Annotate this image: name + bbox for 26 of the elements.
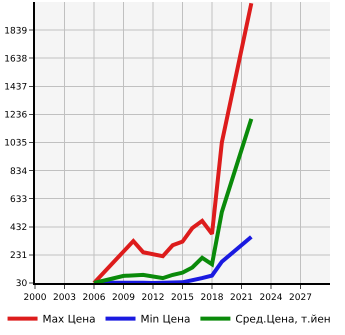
y-tick-label: 834	[10, 166, 28, 177]
x-tick-label: 2006	[82, 292, 106, 303]
y-tick-label: 1839	[4, 26, 28, 36]
x-tick-label: 2012	[142, 292, 164, 303]
legend-label: Min Цена	[140, 314, 190, 326]
x-tick-label: 2003	[53, 292, 76, 303]
y-tick-label: 633	[10, 194, 28, 205]
legend-label: Сред.Цена, т.йен	[235, 314, 331, 326]
x-tick-label: 2000	[24, 292, 47, 303]
line-series	[92, 234, 254, 283]
y-tick-label: 1437	[4, 82, 28, 92]
legend-label: Max Цена	[42, 314, 96, 326]
x-tick-label: 2027	[289, 292, 312, 303]
y-tick-label: 1638	[4, 54, 28, 64]
y-tick-label: 432	[10, 222, 28, 233]
line-series	[92, 2, 254, 283]
y-tick-label: 1035	[4, 138, 28, 149]
y-tick-label: 30	[16, 279, 28, 290]
x-tick-label: 2009	[112, 292, 136, 303]
x-tick-label: 2024	[260, 292, 283, 303]
y-tick-label: 231	[10, 251, 28, 262]
line-series	[92, 116, 254, 283]
y-tick-label: 1236	[4, 110, 28, 121]
x-tick-label: 2015	[171, 292, 194, 303]
x-tick-label: 2018	[200, 292, 224, 303]
x-tick-label: 2021	[230, 292, 253, 303]
